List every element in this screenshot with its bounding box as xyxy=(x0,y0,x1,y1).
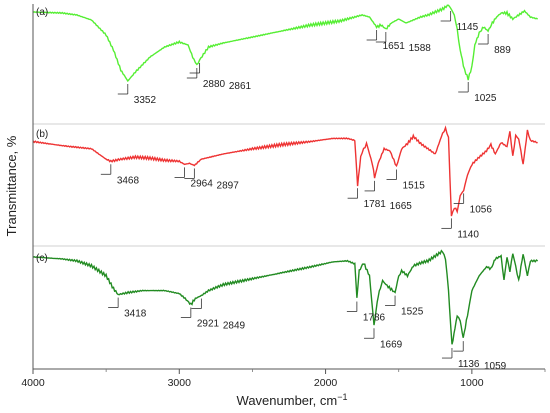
series-line-1 xyxy=(32,125,538,217)
peak-label: 1525 xyxy=(401,307,424,318)
peak-label: 2964 xyxy=(191,178,214,189)
x-tick-label: 3000 xyxy=(168,377,192,389)
peak-label: 889 xyxy=(494,45,511,56)
panel-separators xyxy=(33,123,545,247)
x-ticks: 4000 3000 2000 1000 xyxy=(21,369,546,389)
peak-label: 1136 xyxy=(458,359,480,370)
panel-labels: (a) (b) (c) xyxy=(36,7,48,264)
panel-label: (a) xyxy=(36,7,48,18)
peak-label: 1056 xyxy=(470,204,493,215)
peak-label: 1140 xyxy=(457,229,479,240)
peak-label: 1515 xyxy=(403,180,426,191)
peak-label: 3418 xyxy=(124,309,147,320)
peak-label: 2921 xyxy=(197,318,220,329)
axes xyxy=(32,4,545,370)
peak-label: 1781 xyxy=(364,199,387,210)
peak-label: 3468 xyxy=(117,175,140,186)
peak-label: 1665 xyxy=(390,201,413,212)
peak-label: 3352 xyxy=(134,95,157,106)
series-curves xyxy=(32,4,539,345)
peak-label: 1669 xyxy=(380,339,403,350)
x-axis-title: Wavenumber, cm−1 xyxy=(237,392,348,408)
peak-label: 1059 xyxy=(484,361,507,372)
series-line-0 xyxy=(32,4,539,83)
x-tick-label: 4000 xyxy=(21,377,45,389)
peak-label: 1786 xyxy=(363,313,386,324)
peak-label: 1025 xyxy=(474,93,497,104)
series-line-2 xyxy=(32,249,539,345)
y-axis-title: Transmittance, % xyxy=(4,135,19,236)
peak-label: 2897 xyxy=(217,180,240,191)
peak-label: 1588 xyxy=(409,43,432,54)
x-tick-label: 2000 xyxy=(314,377,338,389)
panel-label: (b) xyxy=(36,129,48,140)
peak-label: 1145 xyxy=(457,22,479,33)
peak-label: 2849 xyxy=(223,320,246,331)
peak-label: 1651 xyxy=(383,41,406,52)
x-tick-label: 1000 xyxy=(460,377,484,389)
peak-label: 2861 xyxy=(229,81,252,92)
peak-label: 2880 xyxy=(203,79,226,90)
panel-label: (c) xyxy=(36,253,48,264)
